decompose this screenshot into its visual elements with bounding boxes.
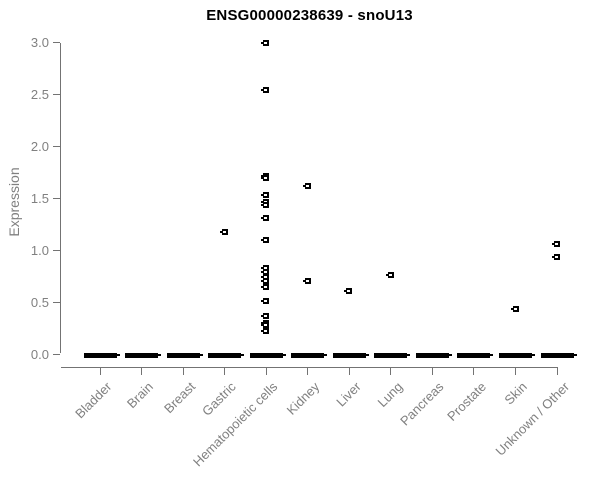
zero-dash [332, 352, 369, 358]
data-point [261, 298, 270, 305]
data-point [552, 241, 561, 248]
x-tick [348, 368, 350, 375]
chart-title: ENSG00000238639 - snoU13 [206, 7, 413, 24]
x-tick [224, 368, 226, 375]
x-tick [515, 368, 516, 375]
y-tick-label: 1.5 [30, 190, 49, 206]
x-tick [307, 368, 309, 375]
zero-dash [83, 352, 120, 358]
x-category-label-text: Prostate [443, 379, 489, 424]
data-point [344, 287, 353, 294]
data-point [510, 306, 519, 313]
data-point [261, 215, 270, 222]
zero-dash [166, 352, 203, 358]
x-tick [99, 368, 101, 375]
x-axis-line [61, 367, 558, 368]
data-point [261, 39, 270, 46]
data-point [261, 201, 270, 208]
data-point [552, 253, 561, 260]
x-category-label-text: Pancreas [397, 379, 447, 429]
data-point [261, 86, 270, 93]
y-tick [53, 94, 60, 96]
y-tick-label: 0.0 [30, 346, 49, 362]
data-point [219, 228, 228, 235]
x-category-label-text: Breast [160, 379, 198, 417]
x-category-label-text: Liver [333, 379, 364, 410]
data-point [261, 198, 270, 205]
data-point [261, 264, 270, 271]
x-category-label-text: Kidney [283, 379, 323, 418]
data-point [261, 274, 270, 281]
data-point [261, 269, 270, 276]
zero-dash [415, 352, 452, 358]
data-point [261, 236, 270, 243]
data-point [261, 174, 270, 181]
data-point [261, 192, 270, 199]
data-point [261, 312, 270, 319]
y-tick-label: 2.5 [30, 87, 49, 103]
x-category-label-text: Unknown / Other [492, 379, 572, 459]
y-tick [53, 301, 60, 303]
data-point [302, 278, 311, 285]
data-point [261, 321, 270, 328]
y-tick [53, 42, 60, 44]
data-point [385, 272, 394, 279]
y-tick [53, 249, 60, 251]
x-category-label-text: Skin [501, 379, 531, 408]
x-tick [431, 368, 433, 375]
x-category-label-text: Lung [374, 379, 406, 411]
y-tick-label: 0.5 [30, 294, 49, 310]
y-tick [53, 353, 60, 355]
data-point [302, 183, 311, 189]
x-tick [141, 368, 143, 375]
x-tick [390, 368, 392, 375]
zero-dash [125, 352, 162, 358]
data-point [261, 283, 270, 290]
zero-dash [540, 352, 577, 358]
data-point [261, 278, 270, 285]
zero-dash [457, 352, 494, 358]
x-category-label-text: Gastric [199, 379, 240, 419]
y-tick-label: 1.0 [30, 242, 49, 258]
x-category-label-text: Brain [124, 379, 157, 412]
zero-dash [374, 352, 411, 358]
zero-dash [499, 352, 535, 358]
zero-dash [208, 352, 245, 358]
y-axis-line [60, 43, 61, 353]
x-tick [473, 368, 475, 375]
x-tick [182, 368, 184, 375]
x-tick [265, 368, 267, 375]
x-category-label-text: Bladder [72, 379, 115, 422]
y-tick [53, 146, 60, 148]
zero-dash [249, 352, 286, 358]
x-tick [556, 368, 558, 375]
y-tick-label: 3.0 [30, 35, 49, 51]
zero-dash [291, 352, 328, 358]
data-point [261, 328, 270, 335]
y-tick-label: 2.0 [30, 139, 49, 155]
y-tick [53, 197, 60, 199]
